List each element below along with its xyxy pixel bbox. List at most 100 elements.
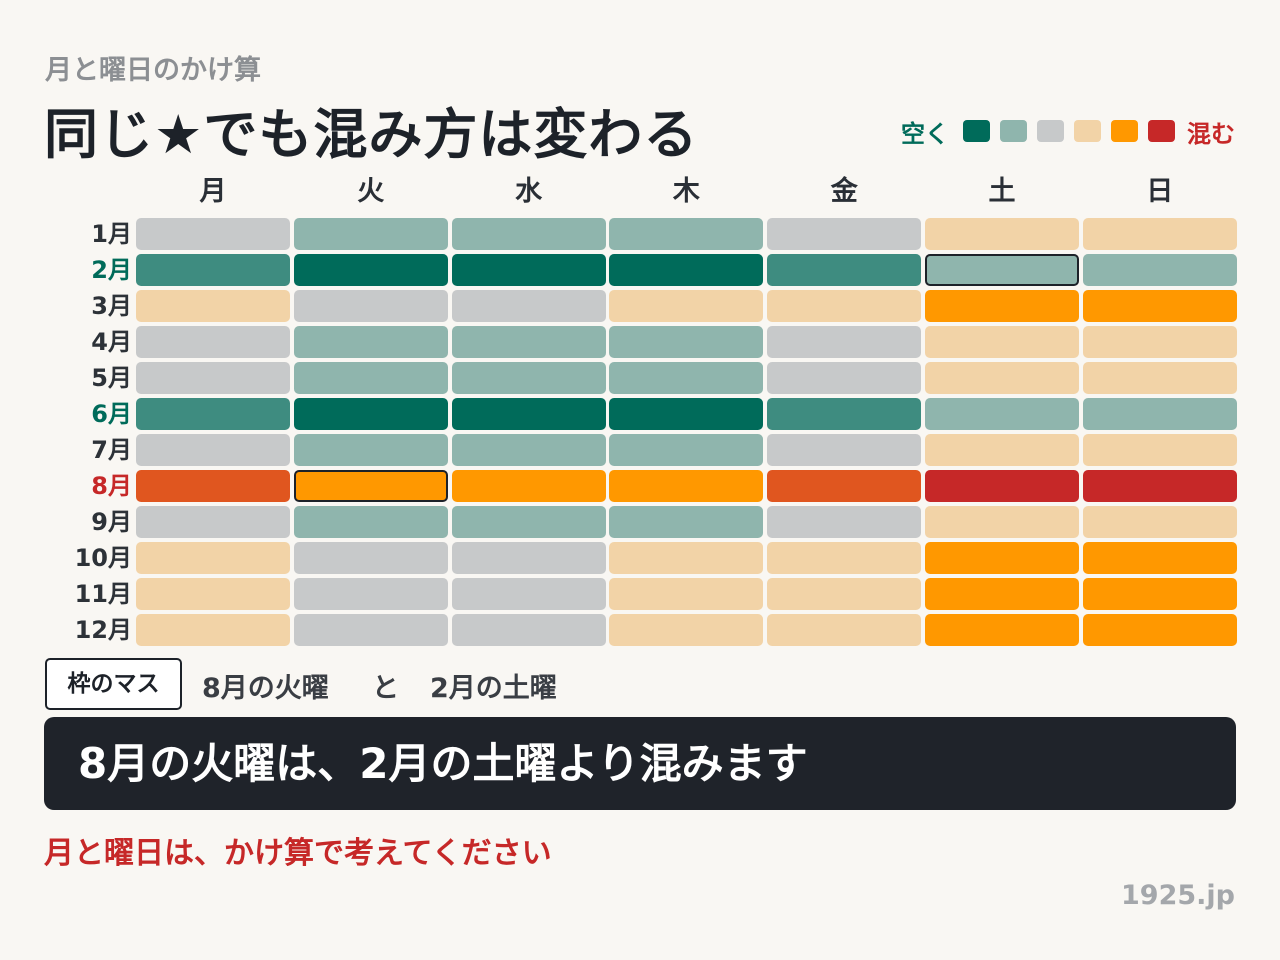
heatmap-cell xyxy=(1082,506,1237,538)
heatmap-cell xyxy=(293,578,448,610)
heatmap-cell xyxy=(1082,290,1237,322)
heatmap-cell xyxy=(136,578,290,610)
heatmap-cell xyxy=(925,614,1079,646)
heatmap-cell xyxy=(767,398,922,430)
heatmap-cell xyxy=(451,290,606,322)
legend-swatch xyxy=(1074,120,1101,142)
row-header: 7月 xyxy=(91,436,132,464)
heatmap-cell xyxy=(767,470,922,502)
heatmap-cell xyxy=(925,470,1079,502)
heatmap-cell xyxy=(136,542,290,574)
page-title: 同じ★でも混み方は変わる xyxy=(44,103,699,166)
heatmap-cell xyxy=(293,218,448,250)
row-header: 1月 xyxy=(91,220,132,248)
heatmap-cell xyxy=(451,326,606,358)
heatmap-cell xyxy=(136,254,290,286)
heatmap-cell xyxy=(1082,362,1237,394)
heatmap-cell xyxy=(609,434,764,466)
credit: 1925.jp xyxy=(1121,880,1235,911)
heatmap-cell xyxy=(767,254,922,286)
heatmap-cell xyxy=(925,578,1079,610)
outline-note-box: 枠のマス xyxy=(45,658,182,710)
heatmap-cell xyxy=(451,362,606,394)
heatmap-cell xyxy=(136,290,290,322)
heatmap-cell xyxy=(293,542,448,574)
legend-low-label: 空く xyxy=(901,119,949,148)
advice-text: 月と曜日は、かけ算で考えてください xyxy=(44,836,552,871)
heatmap-cell xyxy=(293,362,448,394)
heatmap-cell xyxy=(609,254,764,286)
subtitle: 月と曜日のかけ算 xyxy=(45,55,261,86)
heatmap-cell xyxy=(136,614,290,646)
heatmap-cell xyxy=(925,434,1079,466)
heatmap-cell xyxy=(136,398,290,430)
heatmap-cell xyxy=(767,506,922,538)
col-header: 日 xyxy=(1146,176,1174,207)
heatmap-cell xyxy=(609,614,764,646)
heatmap-cell xyxy=(451,542,606,574)
col-header: 火 xyxy=(357,176,385,207)
heatmap-cell xyxy=(1082,218,1237,250)
legend-swatch xyxy=(1148,120,1175,142)
note-connector: と xyxy=(372,673,399,704)
heatmap-cell xyxy=(767,578,922,610)
heatmap-cell xyxy=(1082,542,1237,574)
heatmap-cell xyxy=(1082,398,1237,430)
row-header: 5月 xyxy=(91,364,132,392)
legend-swatches xyxy=(949,120,1187,142)
row-header: 8月 xyxy=(91,472,132,500)
row-header: 3月 xyxy=(91,292,132,320)
heatmap-cell xyxy=(609,290,764,322)
legend-swatch xyxy=(963,120,990,142)
heatmap-cell xyxy=(609,398,764,430)
heatmap-cell xyxy=(451,470,606,502)
heatmap-cell xyxy=(767,218,922,250)
heatmap-cell xyxy=(767,614,922,646)
heatmap-cell xyxy=(451,254,606,286)
heatmap-cell xyxy=(451,434,606,466)
heatmap-cell xyxy=(925,362,1079,394)
heatmap-cell xyxy=(609,578,764,610)
heatmap-cell xyxy=(1082,614,1237,646)
heatmap-cell xyxy=(293,506,448,538)
heatmap-cell xyxy=(293,614,448,646)
heatmap-cell xyxy=(925,218,1079,250)
heatmap-cell xyxy=(136,434,290,466)
heatmap-cell xyxy=(1082,326,1237,358)
banner-text: 8月の火曜は、2月の土曜より混みます xyxy=(78,739,808,788)
row-header: 4月 xyxy=(91,328,132,356)
heatmap-cell xyxy=(1082,254,1237,286)
heatmap-cell xyxy=(1082,578,1237,610)
heatmap-cell xyxy=(609,506,764,538)
heatmap-cell xyxy=(609,470,764,502)
heatmap-cell xyxy=(136,326,290,358)
legend-high-label: 混む xyxy=(1187,119,1235,148)
heatmap-cell xyxy=(767,362,922,394)
col-header: 土 xyxy=(988,176,1016,207)
heatmap-cell xyxy=(293,290,448,322)
heatmap-cell xyxy=(293,434,448,466)
row-header: 11月 xyxy=(74,580,132,608)
heatmap-cell xyxy=(293,326,448,358)
legend-swatch xyxy=(1037,120,1064,142)
heatmap-cell xyxy=(451,614,606,646)
heatmap-cell xyxy=(925,326,1079,358)
legend-swatch xyxy=(1111,120,1138,142)
row-header: 12月 xyxy=(74,616,132,644)
heatmap-cell xyxy=(451,506,606,538)
heatmap-cell xyxy=(293,254,448,286)
heatmap-cell xyxy=(925,506,1079,538)
col-header: 金 xyxy=(830,176,858,207)
row-header: 2月 xyxy=(91,256,132,284)
heatmap-cell xyxy=(1082,470,1237,502)
heatmap-cell xyxy=(767,542,922,574)
heatmap-cell xyxy=(767,290,922,322)
heatmap-cell xyxy=(609,542,764,574)
heatmap-cell xyxy=(1082,434,1237,466)
heatmap-cell xyxy=(293,398,448,430)
heatmap-cell xyxy=(451,578,606,610)
heatmap-cell xyxy=(925,398,1079,430)
heatmap-cell-highlighted xyxy=(293,470,448,502)
row-header: 9月 xyxy=(91,508,132,536)
heatmap-cell xyxy=(451,218,606,250)
